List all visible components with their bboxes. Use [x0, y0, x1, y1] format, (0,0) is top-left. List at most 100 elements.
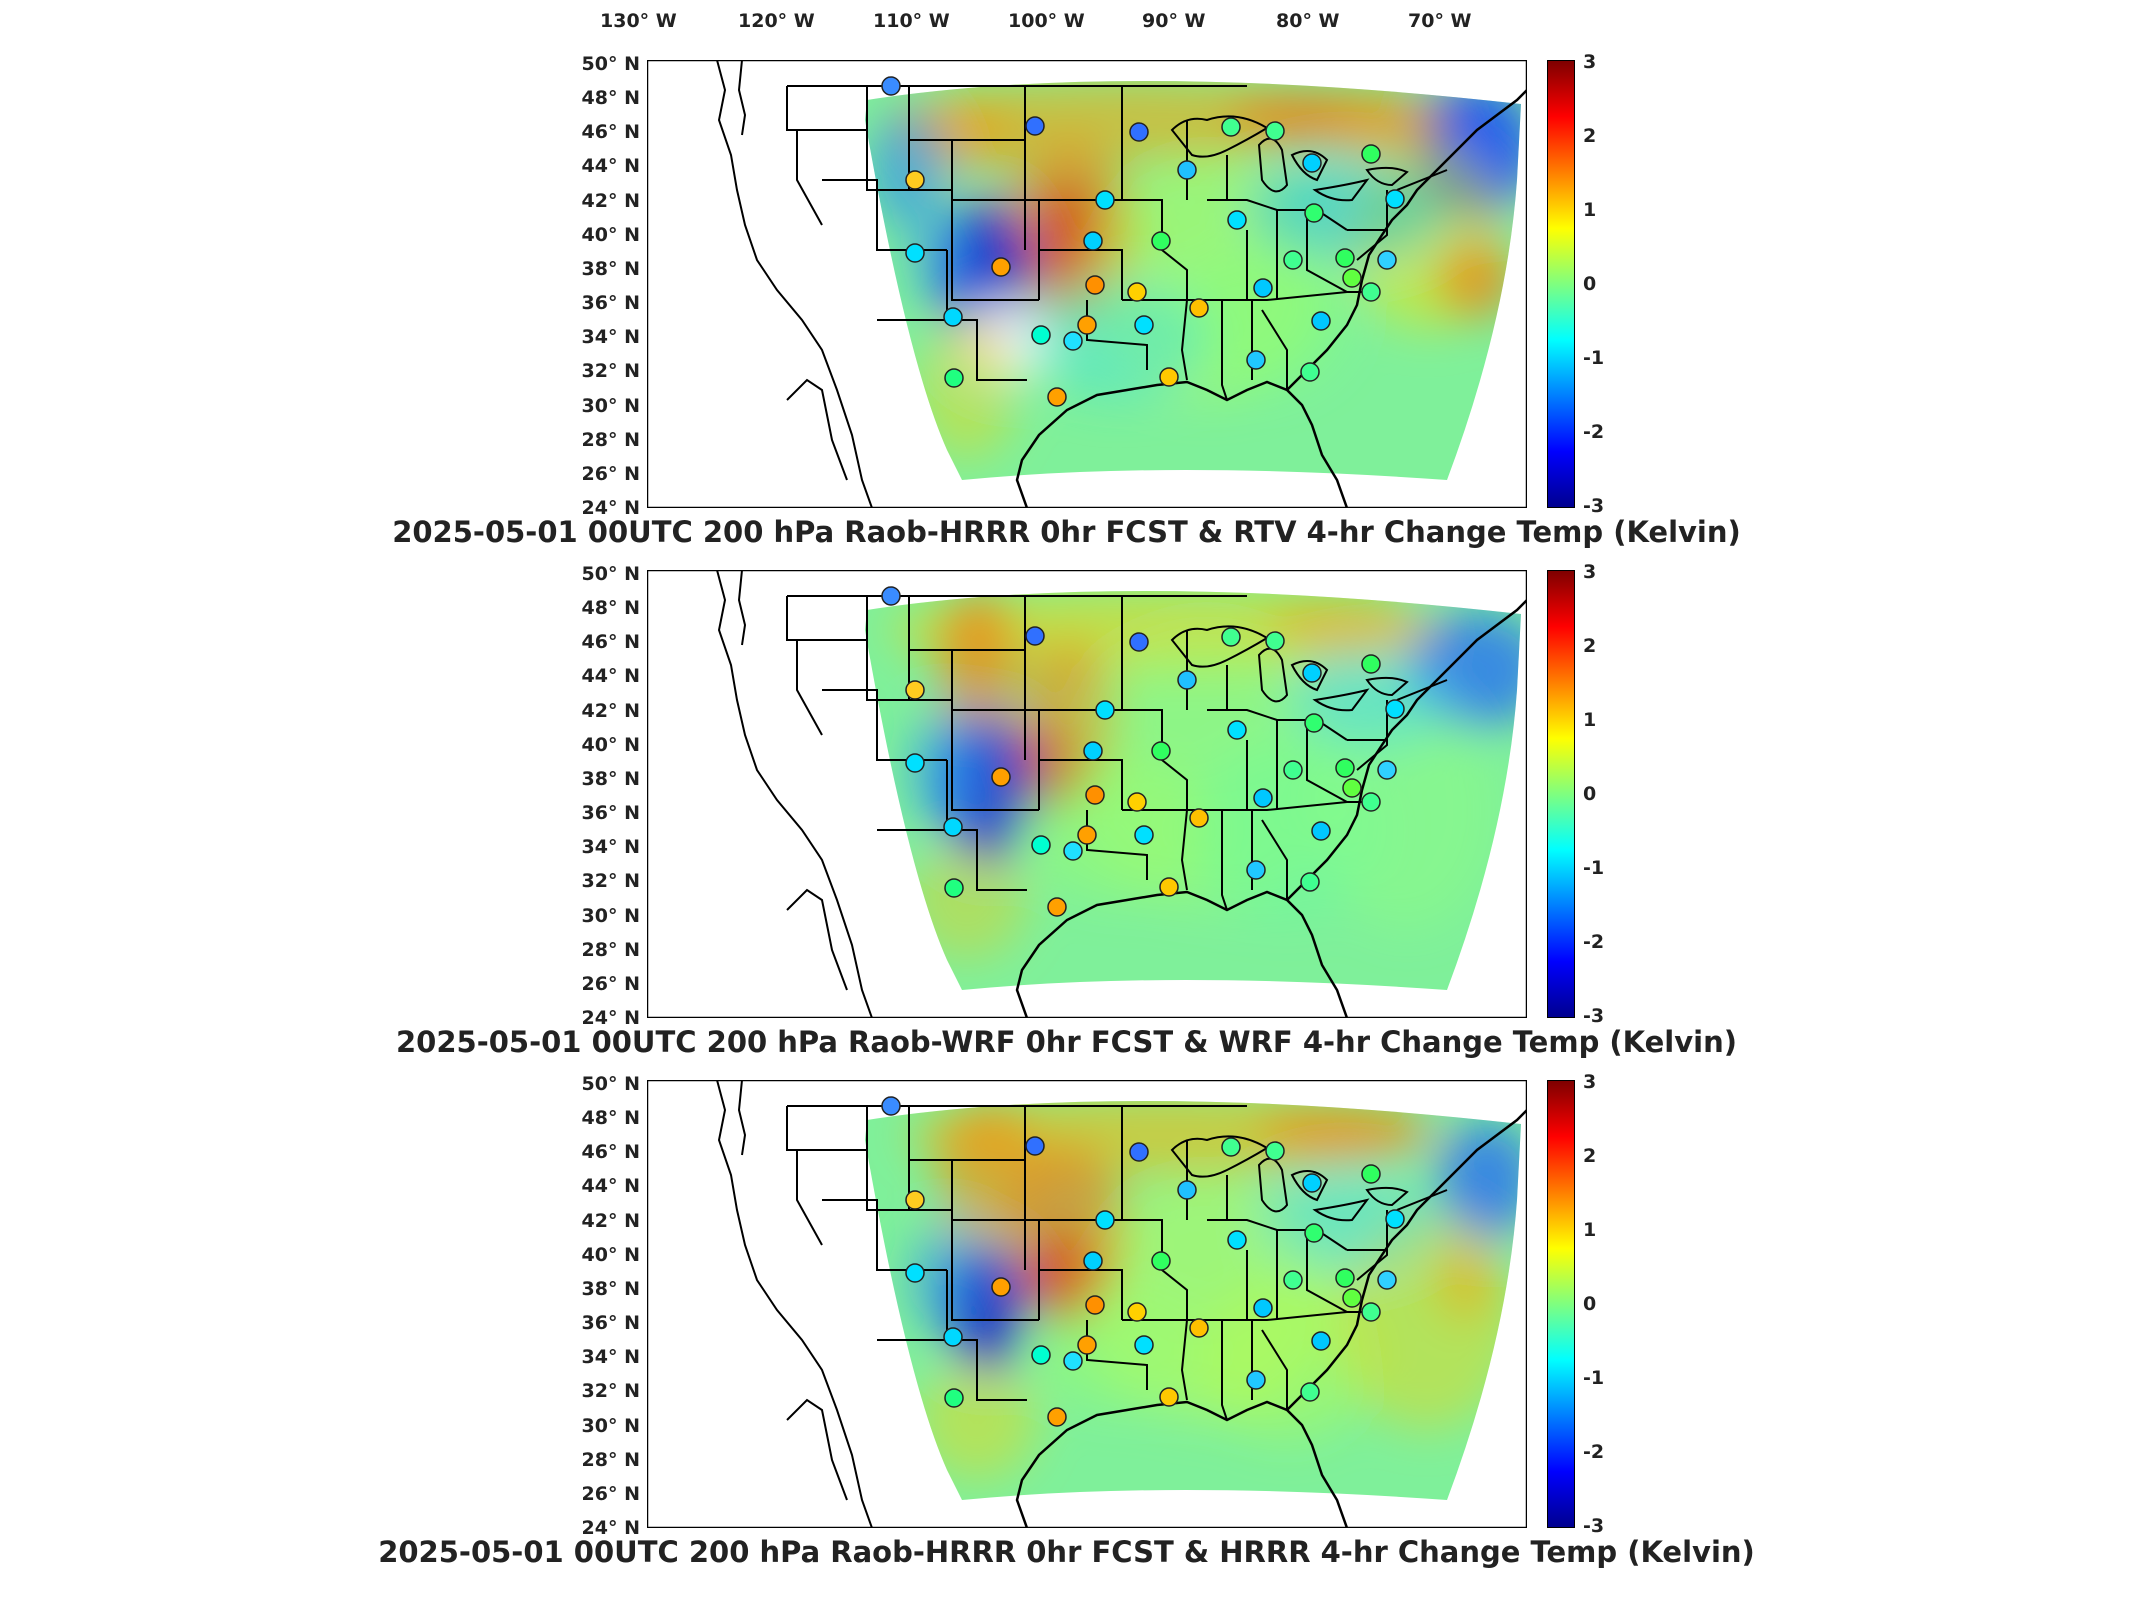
east-coastline [1286, 1109, 1527, 1411]
raob-station-marker [1361, 144, 1381, 164]
state-border [1187, 801, 1348, 811]
raob-station-marker [1129, 1142, 1149, 1162]
state-border [1356, 700, 1388, 771]
raob-station-marker [1025, 1136, 1045, 1156]
raob-station-marker [1151, 1251, 1171, 1271]
raob-station-marker [1246, 1370, 1266, 1390]
map-frame [647, 60, 1527, 508]
lat-tick-label: 30° N [581, 1414, 640, 1437]
lat-tick-label: 50° N [581, 53, 640, 75]
map-panel-wrf: 50° N 48° N 46° N 44° N 42° N 40° N 38° N 36° N… [0, 561, 2133, 1080]
raob-station-marker [1304, 713, 1324, 733]
raob-station-marker [1063, 331, 1083, 351]
raob-station-marker [1095, 1210, 1115, 1230]
raob-station-marker [1377, 760, 1397, 780]
colorbar-tick-label: -1 [1583, 1367, 1605, 1389]
lat-tick-label: 36° N [581, 802, 640, 825]
raob-station-marker [1377, 1270, 1397, 1290]
raob-station-marker [1083, 741, 1103, 761]
raob-station-marker [1151, 741, 1171, 761]
gulf-coastline [1015, 380, 1349, 508]
raob-station-marker [1227, 720, 1247, 740]
raob-station-marker [1253, 278, 1273, 298]
raob-station-marker [1385, 189, 1405, 209]
raob-station-marker [1129, 122, 1149, 142]
lat-tick-label: 36° N [581, 1312, 640, 1335]
raob-station-marker [1342, 1288, 1362, 1308]
east-coastline [1286, 599, 1527, 901]
state-border [796, 130, 823, 226]
panel-title: 2025-05-01 00UTC 200 hPa Raob-WRF 0hr FC… [395, 1025, 1737, 1059]
raob-station-marker [1031, 1345, 1051, 1365]
lat-tick-label: 40° N [581, 733, 640, 756]
raob-station-marker [1083, 231, 1103, 251]
state-border [1396, 1189, 1448, 1211]
lat-tick-label: 42° N [581, 1209, 640, 1232]
raob-station-marker [1189, 1318, 1209, 1338]
puget-coastline [737, 60, 747, 136]
raob-station-marker [1085, 785, 1105, 805]
lat-tick-label: 50° N [581, 563, 640, 585]
lat-tick-label: 42° N [581, 699, 640, 722]
raob-station-marker [1246, 860, 1266, 880]
raob-station-marker [1342, 778, 1362, 798]
lat-tick-label: 48° N [581, 1107, 640, 1130]
state-border [946, 1270, 1027, 1401]
panel-title: 2025-05-01 00UTC 200 hPa Raob-HRRR 0hr F… [378, 1535, 1755, 1569]
raob-station-marker [1085, 275, 1105, 295]
lon-tick-label: 120° W [738, 10, 815, 32]
state-border [1122, 199, 1188, 301]
raob-station-marker [944, 878, 964, 898]
raob-station-marker [1085, 1295, 1105, 1315]
raob-station-marker [1300, 1382, 1320, 1402]
lat-tick-label: 28° N [581, 938, 640, 961]
state-border [1180, 299, 1188, 381]
colorbar-tick-label: 0 [1583, 783, 1597, 805]
colorbar-tick-label: -1 [1583, 347, 1605, 369]
raob-station-marker [905, 170, 925, 190]
raob-station-marker [905, 680, 925, 700]
raob-station-marker [905, 753, 925, 773]
colorbar-tick-label: -3 [1583, 1005, 1605, 1027]
colorbar [1547, 1080, 1575, 1528]
raob-station-marker [1031, 325, 1051, 345]
raob-station-marker [1361, 1302, 1381, 1322]
lat-tick-label: 24° N [581, 497, 640, 519]
raob-station-marker [1311, 1331, 1331, 1351]
raob-station-marker [1227, 1230, 1247, 1250]
colorbar-tick-label: 2 [1583, 1145, 1597, 1167]
lat-tick-label: 34° N [581, 1346, 640, 1369]
state-border [1187, 291, 1348, 301]
raob-station-marker [943, 307, 963, 327]
raob-stations [881, 586, 1405, 917]
raob-station-marker [1177, 160, 1197, 180]
lat-tick-label: 26° N [581, 1482, 640, 1505]
colorbar-tick-label: -2 [1583, 421, 1605, 443]
raob-station-marker [1177, 670, 1197, 690]
raob-stations [881, 1096, 1405, 1427]
state-border [1306, 210, 1348, 293]
raob-station-marker [1304, 1223, 1324, 1243]
lat-tick-label: 36° N [581, 292, 640, 315]
state-border [1207, 709, 1348, 741]
lat-tick-label: 44° N [581, 1175, 640, 1198]
lat-tick-label: 24° N [581, 1517, 640, 1539]
raob-station-marker [1189, 298, 1209, 318]
state-border [1356, 1210, 1388, 1281]
map-frame [647, 1080, 1527, 1528]
colorbar-tick-label: -2 [1583, 1441, 1605, 1463]
lon-tick-label: 100° W [1008, 10, 1085, 32]
map-panel-hrrr: 50° N 48° N 46° N 44° N 42° N 40° N 38° N 36° N… [0, 1071, 2133, 1590]
map-panel-rtv: 50° N 48° N 46° N 44° N 42° N 40° N 38° N 36° N… [0, 51, 2133, 570]
raob-station-marker [991, 1277, 1011, 1297]
raob-station-marker [1134, 1335, 1154, 1355]
raob-station-marker [1227, 210, 1247, 230]
state-border [1261, 1329, 1288, 1410]
state-border [786, 86, 867, 131]
lat-tick-label: 30° N [581, 904, 640, 927]
state-border [1039, 249, 1123, 300]
colorbar-tick-label: -3 [1583, 1515, 1605, 1537]
state-border [1221, 300, 1228, 401]
raob-station-marker [1127, 1302, 1147, 1322]
lat-tick-label: 44° N [581, 665, 640, 688]
